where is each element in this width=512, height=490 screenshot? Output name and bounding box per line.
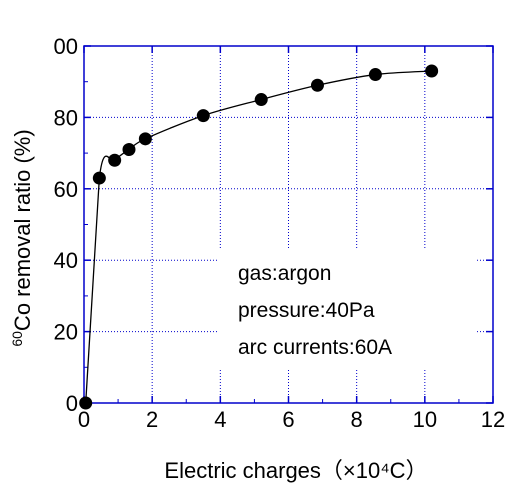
y-axis-title: 60Co removal ratio (%) [9,129,35,346]
annotation-arc-currents: arc currents:60A [238,336,392,359]
x-axis-title: Electric charges（×10⁴C） [164,458,427,483]
y-axis-title-text: Co removal ratio (%) [10,129,35,331]
annotation-pressure: pressure:40Pa [238,299,375,322]
x-tick-label: 2 [146,407,158,432]
y-tick-label: 20 [54,320,78,345]
y-tick-label: 00 [54,34,78,59]
x-tick-label: 8 [351,407,363,432]
data-point [196,109,210,123]
x-tick-label: 10 [413,407,437,432]
data-point [425,64,439,78]
data-point [122,143,136,157]
y-tick-label: 40 [54,248,78,273]
data-point [138,132,152,146]
data-point [368,68,382,82]
data-point [108,153,122,167]
y-axis-title-superscript: 60 [9,331,25,347]
x-tick-label: 4 [214,407,226,432]
y-axis-ticks: 0 20 40 60 80 00 [54,34,493,416]
x-tick-label: 6 [282,407,294,432]
legend-box [218,250,476,368]
data-point [310,78,324,92]
y-tick-label: 0 [66,391,78,416]
annotation-gas: gas:argon [238,262,331,285]
data-point [254,93,268,107]
x-tick-label: 0 [78,407,90,432]
y-tick-label: 60 [54,177,78,202]
x-axis-ticks: 0 2 4 6 8 10 12 [78,46,505,432]
y-tick-label: 80 [54,105,78,130]
data-point [79,396,93,410]
series-points [79,64,439,410]
data-point [92,171,106,185]
x-tick-label: 12 [481,407,505,432]
